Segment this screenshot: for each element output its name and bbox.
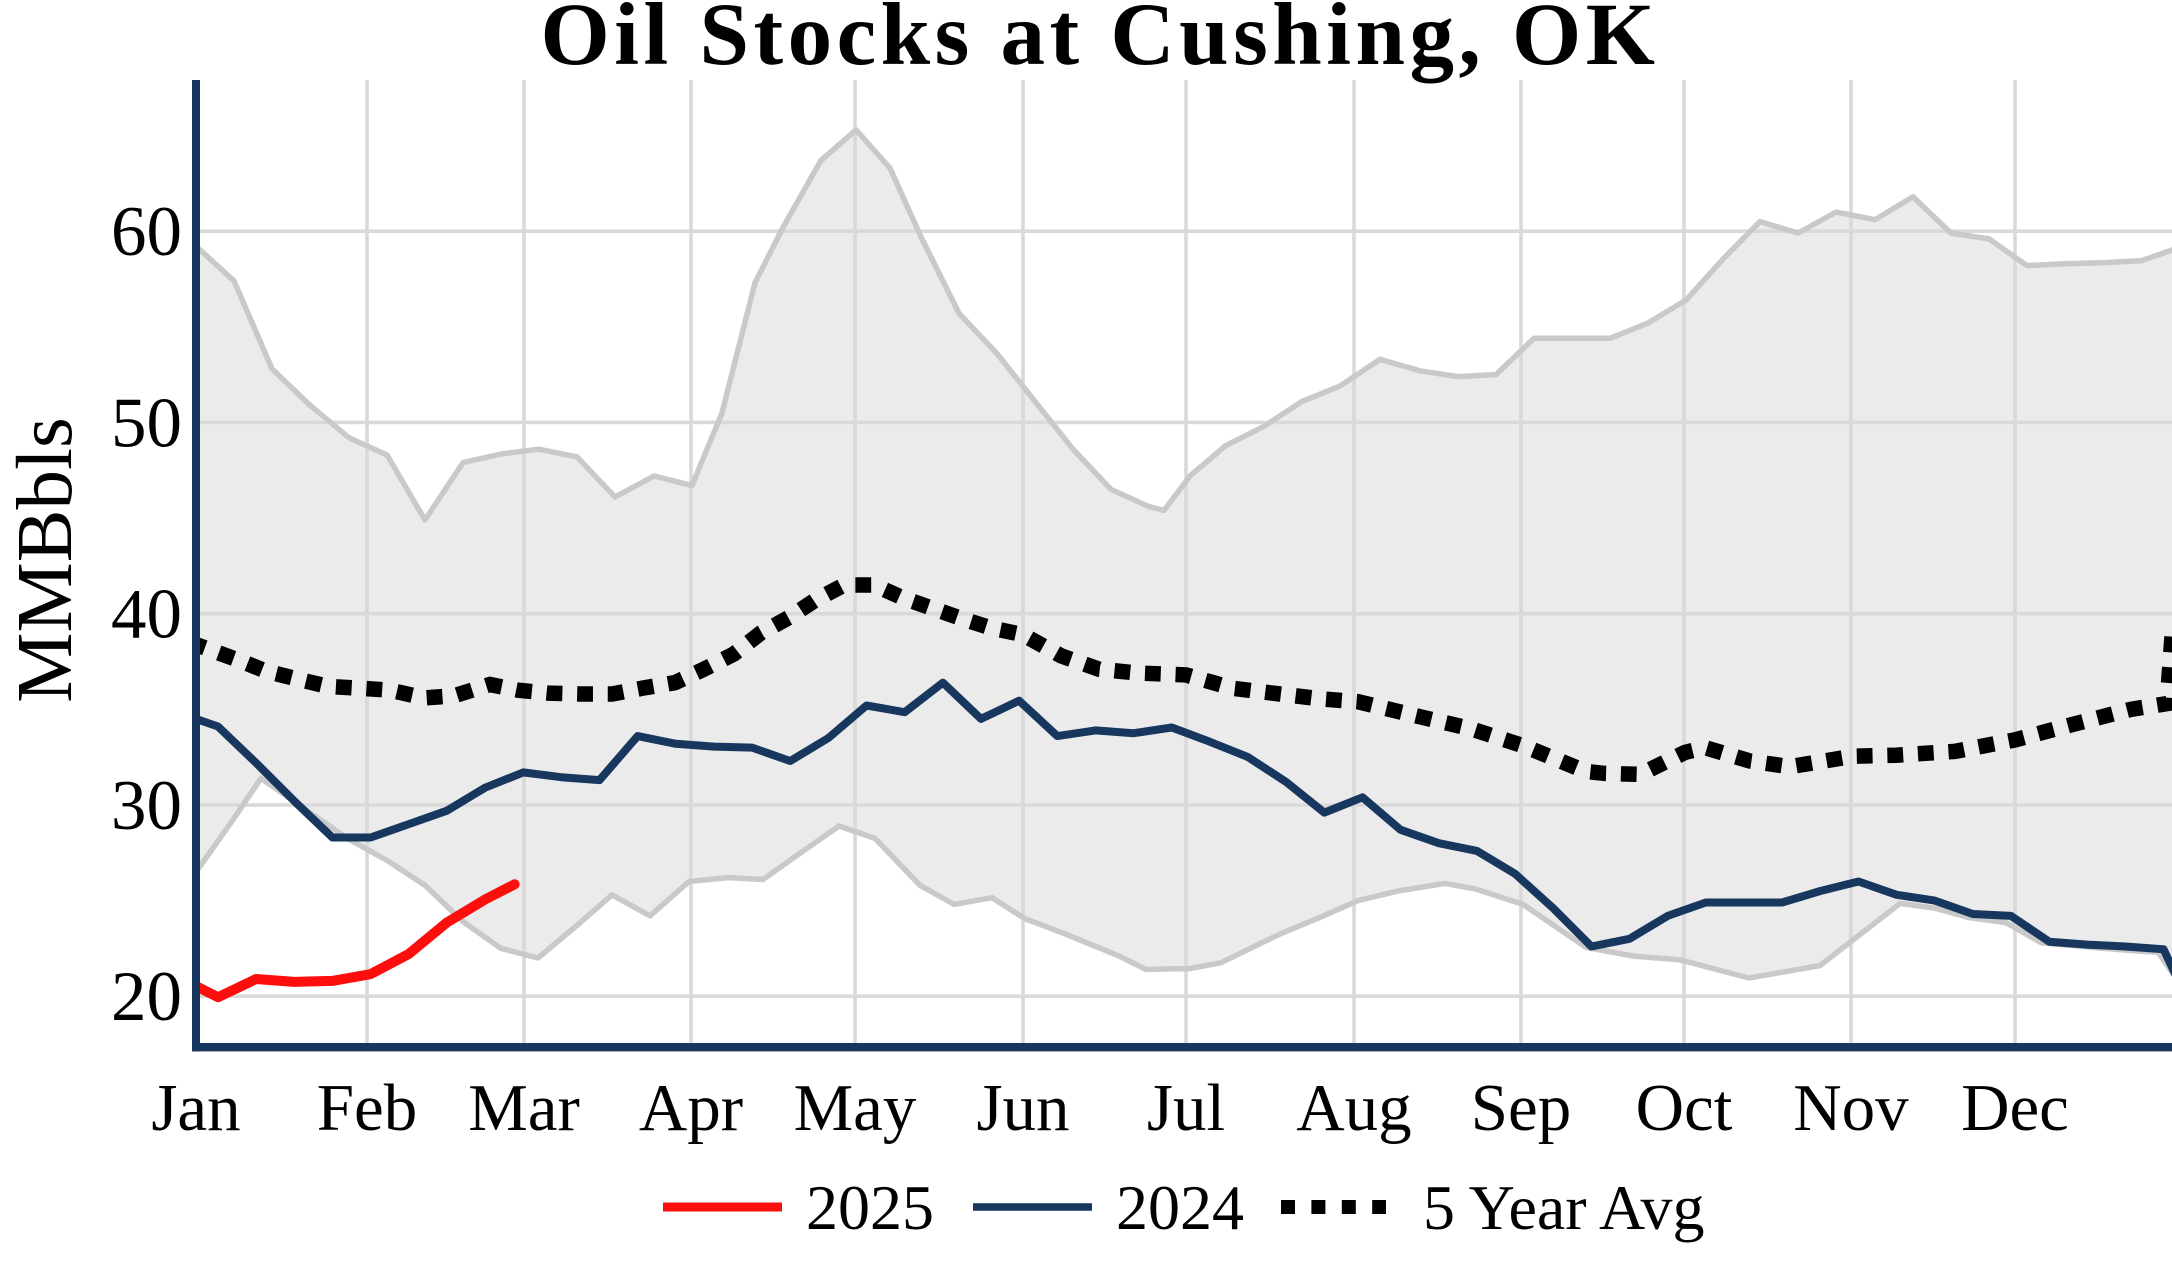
- svg-text:40: 40: [111, 576, 182, 654]
- svg-text:Nov: Nov: [1793, 1071, 1909, 1145]
- svg-text:60: 60: [111, 193, 182, 271]
- svg-text:Oil Stocks at Cushing, OK: Oil Stocks at Cushing, OK: [541, 0, 1660, 84]
- svg-text:Mar: Mar: [468, 1071, 580, 1145]
- svg-text:Aug: Aug: [1296, 1071, 1411, 1145]
- svg-text:2025: 2025: [806, 1172, 934, 1243]
- svg-text:Apr: Apr: [639, 1071, 743, 1145]
- svg-text:Oct: Oct: [1636, 1071, 1733, 1145]
- svg-text:50: 50: [111, 384, 182, 462]
- svg-text:20: 20: [111, 958, 182, 1036]
- svg-text:2024: 2024: [1116, 1172, 1244, 1243]
- svg-text:5 Year Avg: 5 Year Avg: [1423, 1172, 1705, 1243]
- svg-text:Jan: Jan: [151, 1071, 240, 1145]
- svg-text:Jun: Jun: [976, 1071, 1069, 1145]
- svg-text:May: May: [794, 1071, 917, 1145]
- svg-text:Jul: Jul: [1147, 1071, 1225, 1145]
- svg-text:Sep: Sep: [1471, 1071, 1572, 1145]
- svg-text:30: 30: [111, 767, 182, 845]
- svg-text:Dec: Dec: [1961, 1071, 2069, 1145]
- svg-text:MMBbls: MMBbls: [2, 417, 89, 702]
- svg-text:Feb: Feb: [317, 1071, 418, 1145]
